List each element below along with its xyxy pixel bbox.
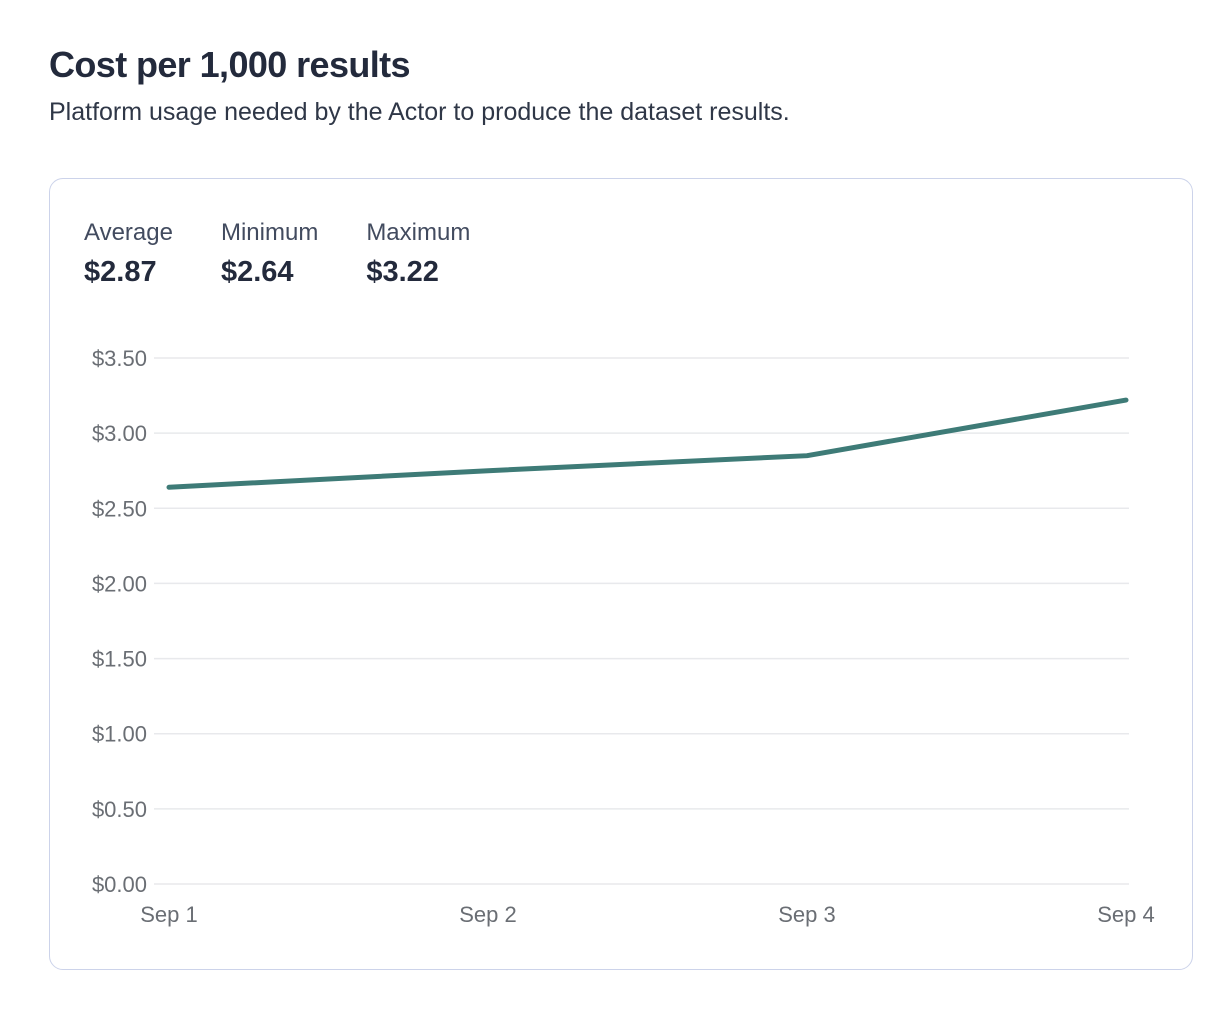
y-tick-label: $0.00: [92, 872, 147, 897]
stat-average: Average $2.87: [84, 219, 173, 289]
usage-stats-page: Cost per 1,000 results Platform usage ne…: [49, 44, 1193, 970]
y-tick-label: $3.50: [92, 346, 147, 371]
page-title: Cost per 1,000 results: [49, 44, 411, 85]
line-chart: $0.00 $0.50 $1.00 $1.50 $2.00 $2.50 $3.00 $3.50…: [92, 346, 1155, 927]
x-tick-label: Sep 3: [778, 902, 836, 927]
stat-minimum-value: $2.64: [220, 256, 294, 288]
stat-average-label: Average: [84, 219, 173, 246]
x-tick-label: Sep 4: [1097, 902, 1155, 927]
y-tick-label: $2.50: [92, 496, 147, 521]
y-tick-label: $1.00: [92, 722, 147, 747]
y-tick-label: $1.50: [92, 647, 147, 672]
x-tick-label: Sep 2: [459, 902, 517, 927]
stat-minimum-label: Minimum: [220, 219, 319, 246]
y-tick-label: $0.50: [92, 797, 147, 822]
x-tick-label: Sep 1: [140, 902, 198, 927]
stats-row: Average $2.87 Minimum $2.64 Maximum $3.2…: [84, 219, 470, 289]
cost-chart-card: Average $2.87 Minimum $2.64 Maximum $3.2…: [49, 178, 1193, 970]
cost-line-series: [166, 397, 1129, 490]
stat-maximum-value: $3.22: [366, 256, 439, 288]
stat-maximum-label: Maximum: [366, 219, 471, 246]
stat-maximum: Maximum $3.22: [366, 219, 470, 289]
page-subtitle: Platform usage needed by the Actor to pr…: [49, 98, 790, 126]
y-tick-label: $2.00: [92, 571, 147, 596]
y-tick-label: $3.00: [92, 421, 147, 446]
stat-average-value: $2.87: [84, 256, 157, 288]
stat-minimum: Minimum $2.64: [221, 219, 318, 289]
